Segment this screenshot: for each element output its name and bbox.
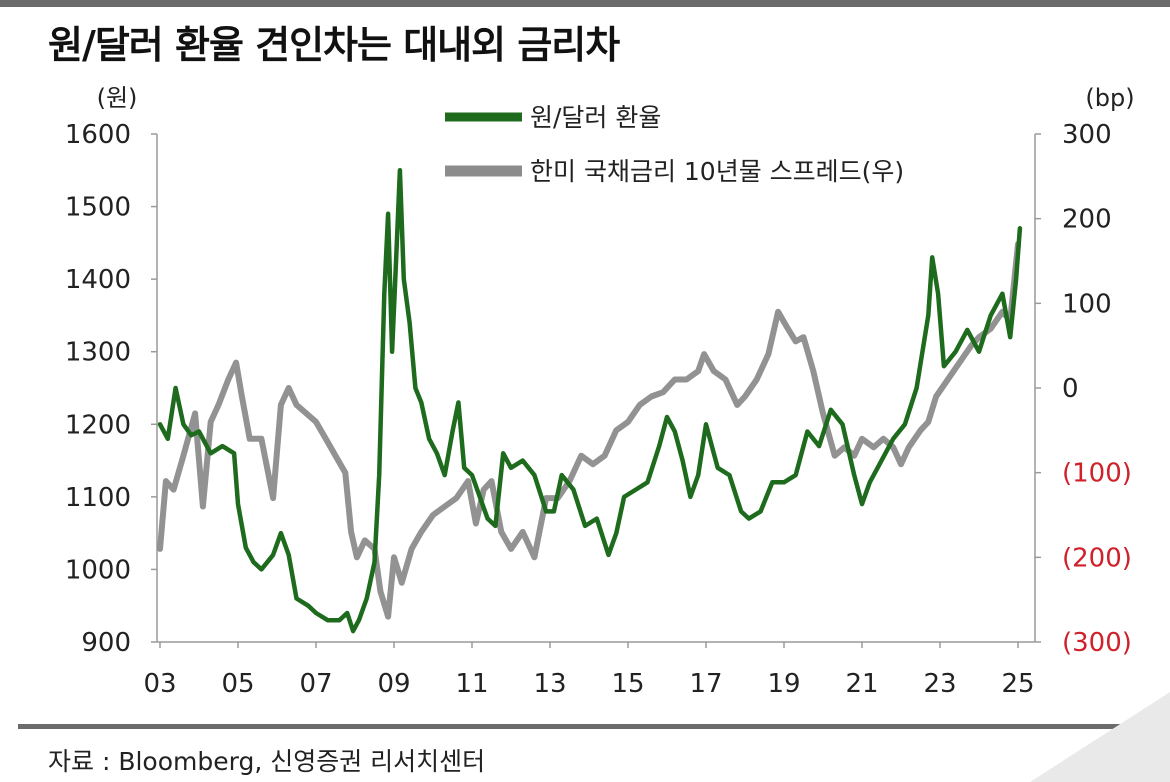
x-axis-tick-label: 21 bbox=[845, 669, 878, 699]
top-rule bbox=[0, 0, 1170, 7]
x-axis-tick-label: 07 bbox=[299, 669, 332, 699]
right-axis-tick-label: 200 bbox=[1062, 205, 1112, 235]
fx-rate-line bbox=[157, 168, 1023, 634]
right-axis-tick-label: 300 bbox=[1062, 120, 1112, 150]
x-axis-tick-label: 05 bbox=[221, 669, 254, 699]
x-axis-tick-label: 17 bbox=[689, 669, 722, 699]
bottom-rule bbox=[18, 724, 1158, 729]
legend-label: 원/달러 환율 bbox=[530, 103, 661, 132]
page-title: 원/달러 환율 견인차는 대내외 금리차 bbox=[48, 23, 620, 67]
left-axis-tick-label: 1200 bbox=[65, 410, 131, 440]
x-axis-tick-label: 25 bbox=[1001, 669, 1034, 699]
x-axis-tick-label: 03 bbox=[143, 669, 176, 699]
plot-area: (원) (bp)160015001400130012001100100090030… bbox=[65, 84, 1135, 699]
right-axis-tick-label: (300) bbox=[1062, 628, 1132, 658]
x-axis-tick-label: 23 bbox=[923, 669, 956, 699]
left-axis-tick-label: 1100 bbox=[65, 483, 131, 513]
spread-line bbox=[157, 241, 1021, 620]
legend-label: 한미 국채금리 10년물 스프레드(우) bbox=[530, 157, 904, 186]
right-axis-tick-label: 0 bbox=[1062, 374, 1079, 404]
left-axis-tick-label: 900 bbox=[81, 628, 131, 658]
x-axis-tick-label: 11 bbox=[455, 669, 488, 699]
corner-decoration bbox=[1030, 692, 1170, 782]
left-axis-tick-label: 1600 bbox=[65, 120, 131, 150]
source-note: 자료 : Bloomberg, 신영증권 리서치센터 bbox=[48, 747, 486, 776]
left-axis-tick-label: 1400 bbox=[65, 265, 131, 295]
left-axis-unit-label: (원) bbox=[97, 84, 138, 112]
left-axis-tick-label: 1300 bbox=[65, 338, 131, 368]
x-axis-tick-label: 09 bbox=[377, 669, 410, 699]
right-axis-tick-label: 100 bbox=[1062, 289, 1112, 319]
right-axis-tick-label: (200) bbox=[1062, 543, 1132, 573]
x-axis-tick-label: 19 bbox=[767, 669, 800, 699]
x-axis-tick-label: 13 bbox=[533, 669, 566, 699]
right-axis-unit-label: (bp) bbox=[1085, 84, 1134, 112]
right-axis-tick-label: (100) bbox=[1062, 459, 1132, 489]
left-axis-tick-label: 1000 bbox=[65, 555, 131, 585]
left-axis-tick-label: 1500 bbox=[65, 193, 131, 223]
x-axis-tick-label: 15 bbox=[611, 669, 644, 699]
